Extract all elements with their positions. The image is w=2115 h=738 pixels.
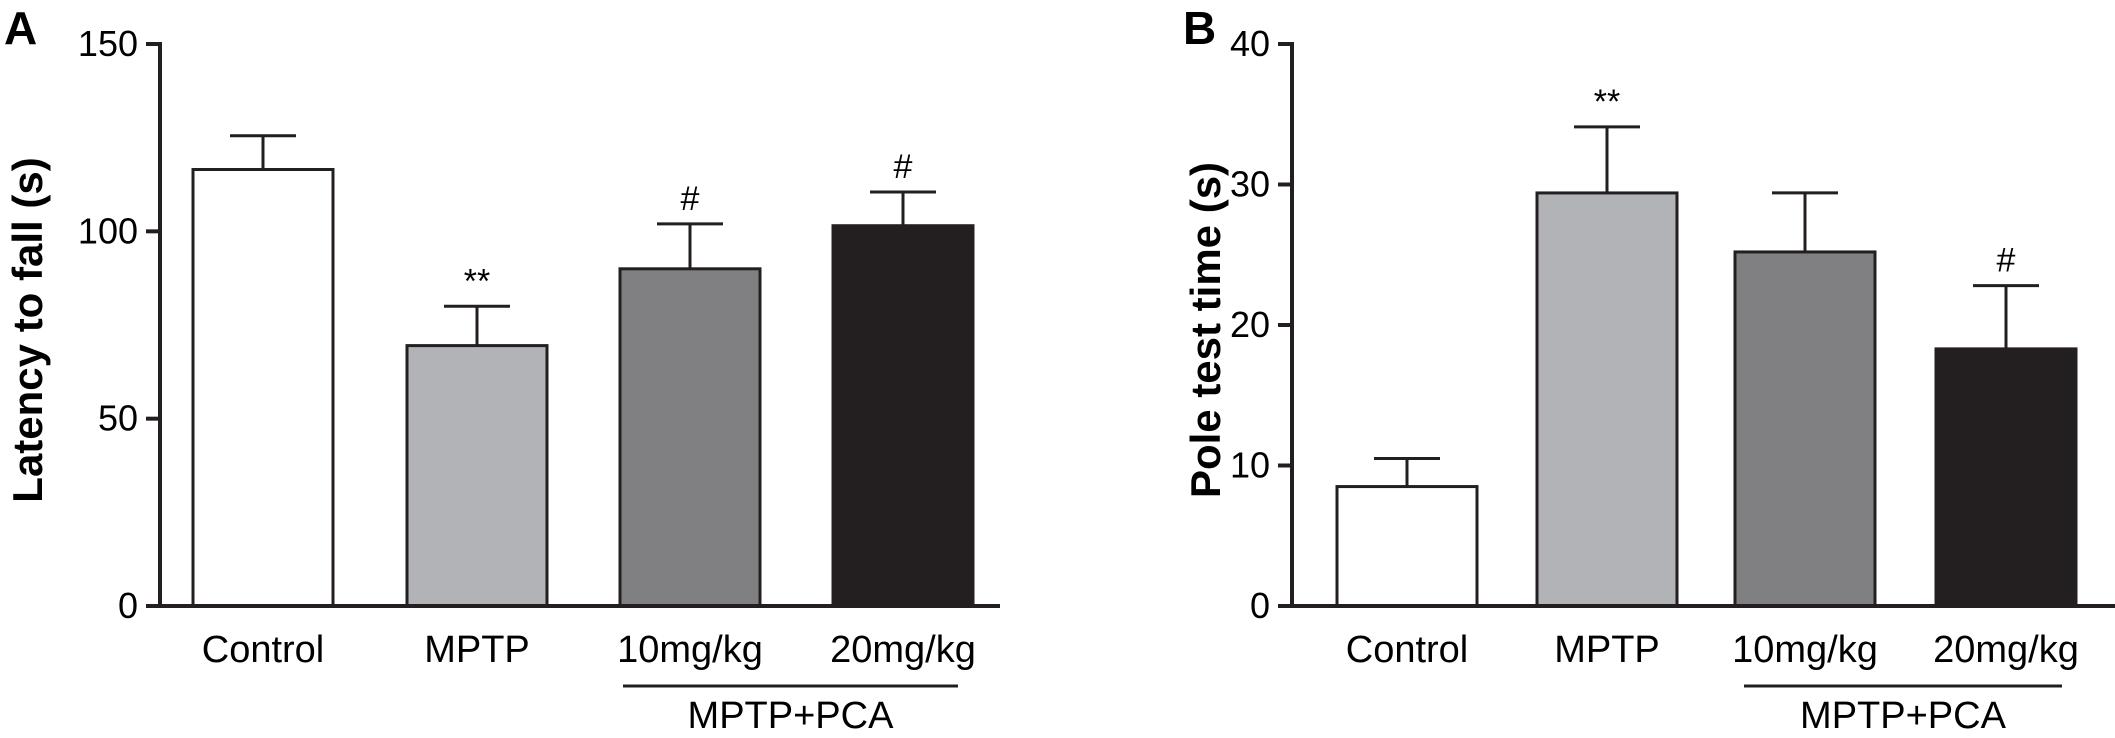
panel-a: A Latency to fall (s) Control ** MPTP #10mg…: [4, 2, 1000, 737]
panel-a-category-label: 20mg/kg: [830, 629, 976, 671]
panel-b-category-label: 20mg/kg: [1933, 629, 2079, 671]
panel-b: B Pole test time (s) Control ** MPTP 10mg/k…: [1182, 2, 2115, 737]
panel-b-significance-mark: #: [1997, 242, 2016, 280]
panel-b-y-tick-label: 10: [1230, 445, 1270, 486]
panel-a-significance-mark: #: [681, 180, 700, 218]
panel-a-y-tick-label: 0: [118, 585, 138, 626]
panel-a-y-tick-label: 100: [78, 210, 138, 251]
panel-a-y-tick-label: 150: [78, 23, 138, 64]
panel-a-category-label: MPTP: [424, 629, 530, 671]
panel-a-significance-mark: **: [464, 262, 490, 300]
panel-b-y-tick-label: 40: [1230, 23, 1270, 64]
panel-b-plot-area: Control ** MPTP 10mg/kg #20mg/kg 0 10 20 30 40 MPT…: [1230, 23, 2115, 737]
panel-a-y-tick-label: 50: [98, 398, 138, 439]
panel-b-bar: [1335, 485, 1479, 608]
panel-b-category-label: MPTP: [1554, 629, 1660, 671]
panel-a-significance-mark: #: [894, 148, 913, 186]
panel-a-plot-area: Control ** MPTP #10mg/kg #20mg/kg 0 50 100 150 MP…: [78, 23, 1000, 737]
panel-a-bar: [405, 344, 549, 608]
panel-a-group-label: MPTP+PCA: [688, 695, 895, 737]
panel-a-category-label: Control: [202, 629, 325, 671]
panel-a-bar: [618, 267, 762, 608]
panel-b-bar: [1535, 191, 1679, 608]
panel-b-y-tick-label: 20: [1230, 304, 1270, 345]
panel-a-category-label: 10mg/kg: [617, 629, 763, 671]
panel-b-y-tick-label: 0: [1250, 585, 1270, 626]
panel-a-bar: [191, 168, 335, 608]
panel-b-significance-mark: **: [1594, 83, 1620, 121]
panel-b-category-label: Control: [1346, 629, 1469, 671]
panel-b-group-label: MPTP+PCA: [1800, 695, 2007, 737]
panel-a-y-axis-label: Latency to fall (s): [4, 157, 51, 502]
panel-b-bar: [1733, 250, 1877, 608]
panel-a-letter: A: [4, 2, 37, 54]
panel-b-letter: B: [1183, 2, 1216, 54]
panel-b-category-label: 10mg/kg: [1732, 629, 1878, 671]
panel-b-y-axis-label: Pole test time (s): [1182, 162, 1229, 498]
panel-b-bar: [1934, 347, 2078, 608]
panel-a-bar: [831, 224, 975, 608]
panel-b-y-tick-label: 30: [1230, 164, 1270, 205]
